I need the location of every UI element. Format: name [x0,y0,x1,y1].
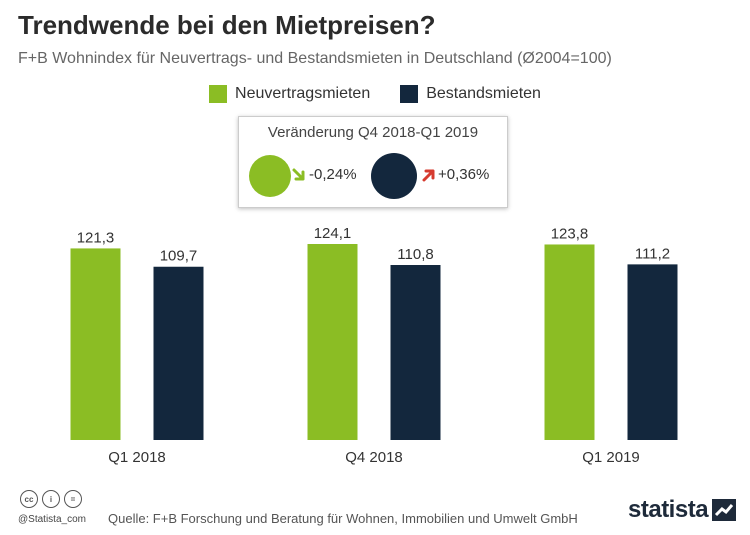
arrow-down-right-icon [292,168,305,181]
statista-logo-icon [712,499,737,521]
chart-title: Trendwende bei den Mietpreisen? [18,10,436,40]
category-label: Q4 2018 [345,449,403,466]
bar-bestandsmieten-q1-2019 [627,264,678,440]
data-label: 123,8 [551,225,589,242]
category-label: Q1 2019 [582,449,640,466]
change-value-bestandsmieten: +0,36% [438,166,490,183]
data-label: 121,3 [77,229,115,246]
data-label: 110,8 [397,246,433,263]
bar-neuvertragsmieten-q4-2018 [307,244,358,440]
change-circle-green [249,155,291,197]
statista-handle: @Statista_com [18,514,86,525]
legend-label-bestandsmieten: Bestandsmieten [426,85,541,102]
source-note: Quelle: F+B Forschung und Beratung für W… [108,511,578,526]
bar-neuvertragsmieten-q1-2018 [70,248,121,440]
legend-item-bestandsmieten: Bestandsmieten [400,85,541,103]
change-value-neuvertragsmieten: -0,24% [309,166,357,183]
change-circle-navy [371,153,417,199]
bar-bestandsmieten-q1-2018 [153,266,204,440]
arrow-up-right-icon [422,169,435,182]
category-label: Q1 2018 [108,449,166,466]
legend-swatch-navy [400,85,419,103]
data-label: 109,7 [160,248,198,265]
change-box-title: Veränderung Q4 2018-Q1 2019 [267,124,479,141]
no-derivatives-icon: = [64,490,82,508]
attribution-icon: i [42,490,60,508]
legend-label-neuvertragsmieten: Neuvertragsmieten [235,85,371,102]
bar-bestandsmieten-q4-2018 [390,265,441,440]
legend: Neuvertragsmieten Bestandsmieten [0,85,750,103]
legend-item-neuvertragsmieten: Neuvertragsmieten [209,85,370,103]
data-label: 124,1 [314,225,352,242]
chart-subtitle: F+B Wohnindex für Neuvertrags- und Besta… [18,50,612,67]
legend-swatch-green [209,85,228,103]
change-box: Veränderung Q4 2018-Q1 2019 -0,24% +0,36… [238,116,508,208]
bar-chart: 121,3 109,7 Q1 2018 124,1 110,8 Q4 2018 123,8 1… [70,225,678,466]
data-label: 111,2 [635,245,670,262]
license-icons: cc i = [20,490,82,508]
statista-logo: statista [628,496,737,524]
cc-license-icon: cc [20,490,38,508]
bar-neuvertragsmieten-q1-2019 [544,244,595,440]
statista-logo-text: statista [628,496,709,523]
